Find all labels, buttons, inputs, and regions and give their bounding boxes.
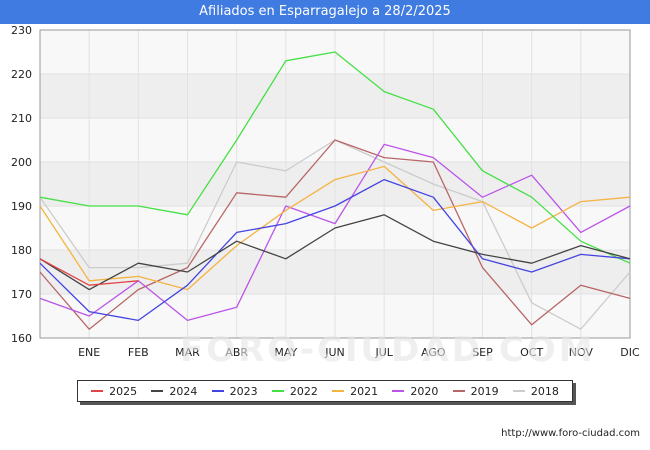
y-tick-label: 170 xyxy=(11,288,32,301)
plot-border xyxy=(39,29,631,339)
y-tick-label: 230 xyxy=(11,24,32,37)
y-tick-label: 210 xyxy=(11,112,32,125)
x-tick-label: MAY xyxy=(274,346,297,359)
y-tick-label: 180 xyxy=(11,244,32,257)
x-tick-label: JUN xyxy=(324,346,345,359)
legend-swatch xyxy=(452,390,465,392)
x-tick-label: AGO xyxy=(421,346,446,359)
legend-swatch xyxy=(392,390,405,392)
x-tick-label: SEP xyxy=(472,346,493,359)
legend-label: 2020 xyxy=(410,384,439,398)
legend-swatch xyxy=(332,390,345,392)
series-line-2024 xyxy=(39,214,631,291)
y-tick-label: 190 xyxy=(11,200,32,213)
series-line-2019 xyxy=(39,139,631,330)
legend-item-2022: 2022 xyxy=(271,384,318,398)
legend-item-2025: 2025 xyxy=(91,385,137,398)
x-tick-label: JUL xyxy=(374,346,393,359)
legend-swatch xyxy=(211,390,224,392)
watermark: FORO-CIUDAD.COM xyxy=(180,330,596,370)
legend-label: 2019 xyxy=(470,384,499,398)
chart-legend: 2025 2024 2023 2022 2021 2020 2019 2018 xyxy=(77,380,573,402)
chart-title: Afiliados en Esparragalejo a 28/2/2025 xyxy=(0,0,650,24)
series-line-2022 xyxy=(39,51,631,264)
series-line-2025 xyxy=(39,258,139,286)
x-tick-label: ABR xyxy=(225,346,248,359)
legend-item-2020: 2020 xyxy=(392,385,438,398)
legend-swatch xyxy=(151,390,164,392)
legend-item-2023: 2023 xyxy=(211,384,258,398)
legend-swatch xyxy=(271,390,284,392)
series-line-2021 xyxy=(39,165,631,291)
legend-label: 2025 xyxy=(109,384,138,398)
y-tick-label: 200 xyxy=(11,156,32,169)
legend-swatch xyxy=(512,390,525,392)
source-link[interactable]: http://www.foro-ciudad.com xyxy=(501,428,640,439)
x-tick-label: DIC xyxy=(620,346,640,359)
legend-label: 2021 xyxy=(350,384,379,398)
x-tick-label: FEB xyxy=(128,346,149,359)
x-tick-label: ENE xyxy=(78,346,100,359)
legend-item-2019: 2019 xyxy=(452,384,499,398)
legend-item-2024: 2024 xyxy=(151,385,197,398)
legend-label: 2024 xyxy=(169,384,198,398)
legend-label: 2018 xyxy=(530,384,559,398)
y-tick-label: 220 xyxy=(11,68,32,81)
legend-label: 2022 xyxy=(289,384,318,398)
x-tick-label: NOV xyxy=(569,346,594,359)
x-tick-label: OCT xyxy=(520,346,543,359)
legend-item-2021: 2021 xyxy=(332,385,378,398)
legend-label: 2023 xyxy=(229,384,258,398)
legend-item-2018: 2018 xyxy=(512,384,559,398)
legend-swatch xyxy=(91,390,104,392)
series-line-2023 xyxy=(39,178,631,322)
y-tick-label: 160 xyxy=(11,332,32,345)
line-chart: 160 170 180 190 200 210 220 230 ENE FEB MAR ABR MAY J… xyxy=(11,24,640,359)
x-tick-label: MAR xyxy=(175,346,200,359)
